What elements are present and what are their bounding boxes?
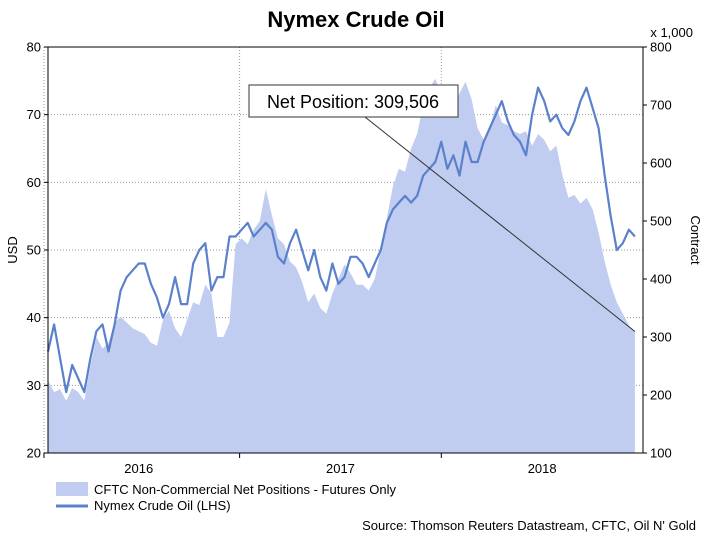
left-tick-label: 40: [27, 310, 41, 325]
right-tick-label: 200: [650, 388, 672, 403]
line-layer: [46, 86, 636, 394]
right-axis-ticks: 100 200 300 400 500 600 700 800: [643, 40, 672, 461]
right-tick-label: 400: [650, 272, 672, 287]
source-note: Source: Thomson Reuters Datastream, CFTC…: [362, 518, 696, 533]
annotation-leader-line: [364, 116, 636, 332]
right-tick-label: 500: [650, 214, 672, 229]
x-tick-label: 2018: [528, 461, 557, 476]
left-tick-label: 30: [27, 378, 41, 393]
left-tick-label: 80: [27, 40, 41, 55]
right-tick-label: 600: [650, 156, 672, 171]
legend-swatch-area: [56, 482, 88, 496]
area-layer: [48, 78, 635, 454]
left-axis-label: USD: [5, 236, 20, 263]
legend-label-area: CFTC Non-Commercial Net Positions - Futu…: [94, 482, 396, 497]
right-tick-label: 800: [650, 40, 672, 55]
right-tick-label: 100: [650, 446, 672, 461]
left-tick-label: 50: [27, 243, 41, 258]
x-tick-label: 2017: [326, 461, 355, 476]
x-tick-label: 2016: [124, 461, 153, 476]
left-tick-label: 20: [27, 446, 41, 461]
legend-label-line: Nymex Crude Oil (LHS): [94, 498, 231, 513]
right-axis-label: Contract: [688, 215, 703, 265]
right-axis-multiplier: x 1,000: [650, 25, 693, 40]
legend: CFTC Non-Commercial Net Positions - Futu…: [56, 482, 396, 513]
annotation-callout: Net Position: 309,506: [248, 84, 636, 332]
series-line-crude-oil: [46, 86, 636, 394]
left-tick-label: 60: [27, 175, 41, 190]
left-tick-label: 70: [27, 107, 41, 122]
left-axis-ticks: 20 30 40 50 60 70 80: [27, 40, 48, 461]
series-area-net-positions: [48, 78, 635, 454]
annotation-box: [248, 84, 459, 118]
right-tick-label: 700: [650, 98, 672, 113]
right-tick-label: 300: [650, 330, 672, 345]
chart-title: Nymex Crude Oil: [267, 7, 444, 32]
annotation-text: Net Position: 309,506: [267, 92, 439, 112]
x-axis-ticks: 2016 2017 2018: [43, 453, 557, 476]
